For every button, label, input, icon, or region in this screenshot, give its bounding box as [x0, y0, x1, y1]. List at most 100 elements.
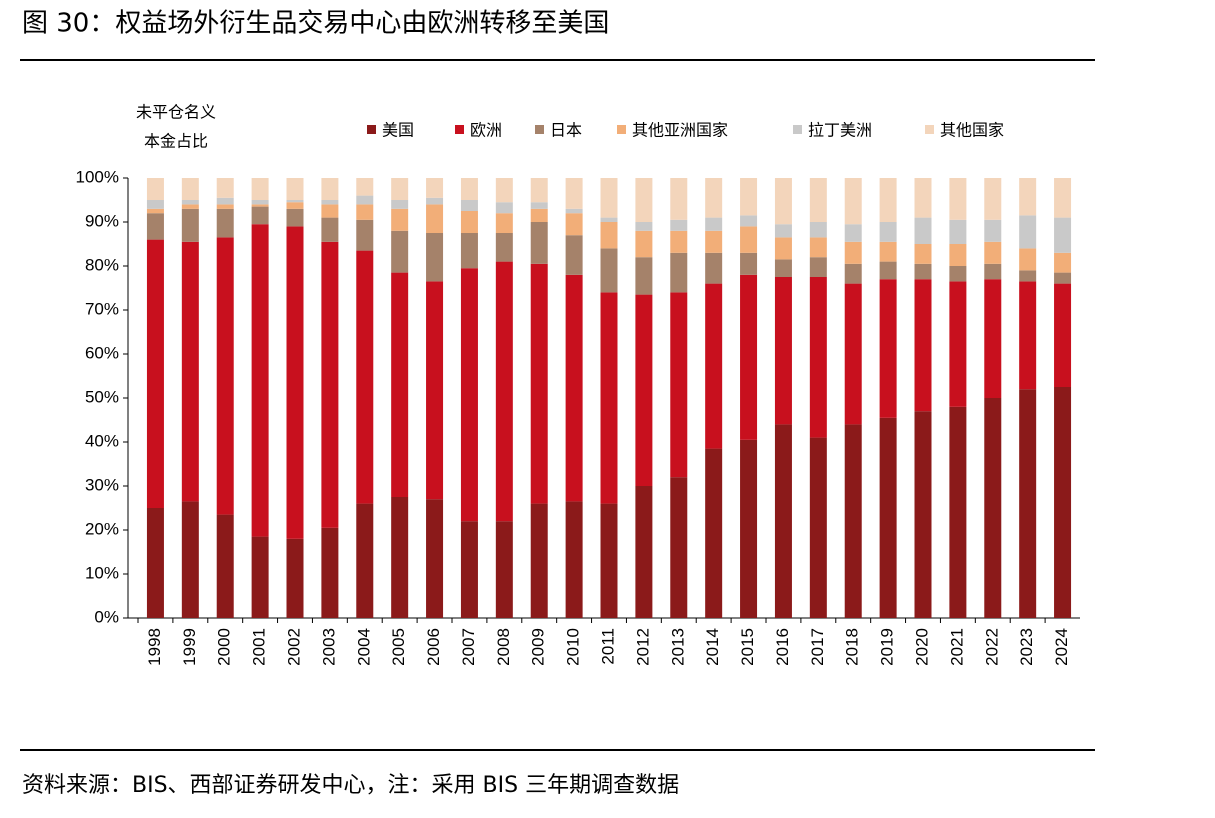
legend-label: 其他国家: [940, 121, 1004, 140]
bar-segment: [984, 178, 1002, 220]
bar-segment: [286, 226, 304, 539]
bar-segment: [949, 266, 967, 282]
bar-segment: [181, 178, 199, 200]
bar-segment: [216, 514, 234, 618]
bar-segment: [181, 204, 199, 209]
bar-segment: [426, 197, 444, 205]
bar-segment: [216, 237, 234, 515]
bar-segment: [949, 178, 967, 220]
bar-segment: [635, 486, 653, 618]
bar-segment: [565, 208, 583, 214]
bar-segment: [251, 178, 269, 200]
bar-segment: [495, 261, 513, 522]
bar-segment: [1054, 387, 1072, 618]
bar-segment: [914, 263, 932, 280]
bar-segment: [460, 200, 478, 211]
bar-segment: [844, 263, 862, 284]
bar-segment: [914, 217, 932, 244]
bar-segment: [391, 200, 409, 209]
y-tick-label: 50%: [85, 387, 119, 406]
bar-segment: [530, 208, 548, 222]
bar-segment: [321, 178, 339, 200]
bar-segment: [426, 178, 444, 198]
bar-segment: [216, 208, 234, 238]
bar-segment: [216, 178, 234, 198]
bar-segment: [460, 178, 478, 200]
bar-segment: [809, 222, 827, 238]
bar-segment: [635, 222, 653, 231]
bar-segment: [565, 501, 583, 618]
bar-segment: [1019, 270, 1037, 282]
bar-segment: [181, 200, 199, 205]
y-axis-label: 未平仓名义: [136, 103, 216, 122]
x-tick-label: 2022: [982, 628, 1001, 666]
bar-segment: [460, 233, 478, 269]
bar-segment: [809, 257, 827, 277]
bar-segment: [809, 237, 827, 258]
bar-segment: [391, 497, 409, 618]
bar-segment: [1054, 178, 1072, 218]
bar-segment: [530, 202, 548, 209]
bar-segment: [181, 501, 199, 618]
bar-segment: [600, 217, 618, 222]
x-tick-label: 2010: [564, 628, 583, 666]
bar-segment: [495, 178, 513, 203]
y-tick-label: 80%: [85, 255, 119, 274]
bar-segment: [286, 538, 304, 618]
bar-segment: [740, 226, 758, 253]
bar-segment: [356, 219, 374, 251]
x-tick-label: 2023: [1017, 628, 1036, 666]
legend-swatch: [535, 125, 544, 134]
bar-segment: [844, 283, 862, 425]
bar-segment: [146, 200, 164, 209]
x-tick-label: 2015: [738, 628, 757, 666]
bar-segment: [1019, 281, 1037, 390]
x-tick-label: 2008: [494, 628, 513, 666]
bar-segment: [844, 178, 862, 225]
legend-swatch: [793, 125, 802, 134]
bar-segment: [391, 230, 409, 273]
bar-segment: [460, 268, 478, 522]
bar-segment: [705, 217, 723, 231]
bar-segment: [984, 398, 1002, 618]
bar-segment: [146, 208, 164, 214]
bar-segment: [914, 178, 932, 218]
bar-segment: [949, 281, 967, 407]
bar-segment: [356, 195, 374, 205]
x-tick-label: 2017: [808, 628, 827, 666]
bar-segment: [705, 230, 723, 253]
bar-segment: [600, 503, 618, 618]
bar-segment: [251, 200, 269, 205]
bar-segment: [914, 244, 932, 264]
legend-label: 拉丁美洲: [808, 121, 872, 140]
y-tick-label: 90%: [85, 211, 119, 230]
y-tick-label: 40%: [85, 431, 119, 450]
x-tick-label: 2002: [284, 628, 303, 666]
bar-segment: [321, 527, 339, 618]
x-tick-label: 2018: [843, 628, 862, 666]
bar-segment: [495, 233, 513, 262]
y-tick-label: 30%: [85, 475, 119, 494]
x-tick-label: 1999: [180, 628, 199, 666]
bar-segment: [984, 279, 1002, 398]
bar-segment: [670, 178, 688, 220]
bar-segment: [774, 277, 792, 425]
bar-segment: [321, 217, 339, 242]
bar-segment: [530, 503, 548, 618]
legend-swatch: [367, 125, 376, 134]
bar-segment: [914, 279, 932, 412]
bar-segment: [740, 252, 758, 275]
y-axis-label: 本金占比: [144, 132, 208, 151]
legend-label: 其他亚洲国家: [632, 121, 728, 140]
bar-segment: [809, 437, 827, 618]
bar-segment: [216, 204, 234, 209]
bar-segment: [914, 411, 932, 618]
y-tick-label: 100%: [76, 167, 119, 186]
x-tick-label: 2007: [459, 628, 478, 666]
bar-segment: [740, 178, 758, 216]
chart-title: 图 30：权益场外衍生品交易中心由欧洲转移至美国: [22, 9, 609, 39]
bar-segment: [565, 213, 583, 236]
bar-segment: [670, 252, 688, 293]
bar-segment: [774, 237, 792, 260]
bar-segment: [530, 222, 548, 264]
